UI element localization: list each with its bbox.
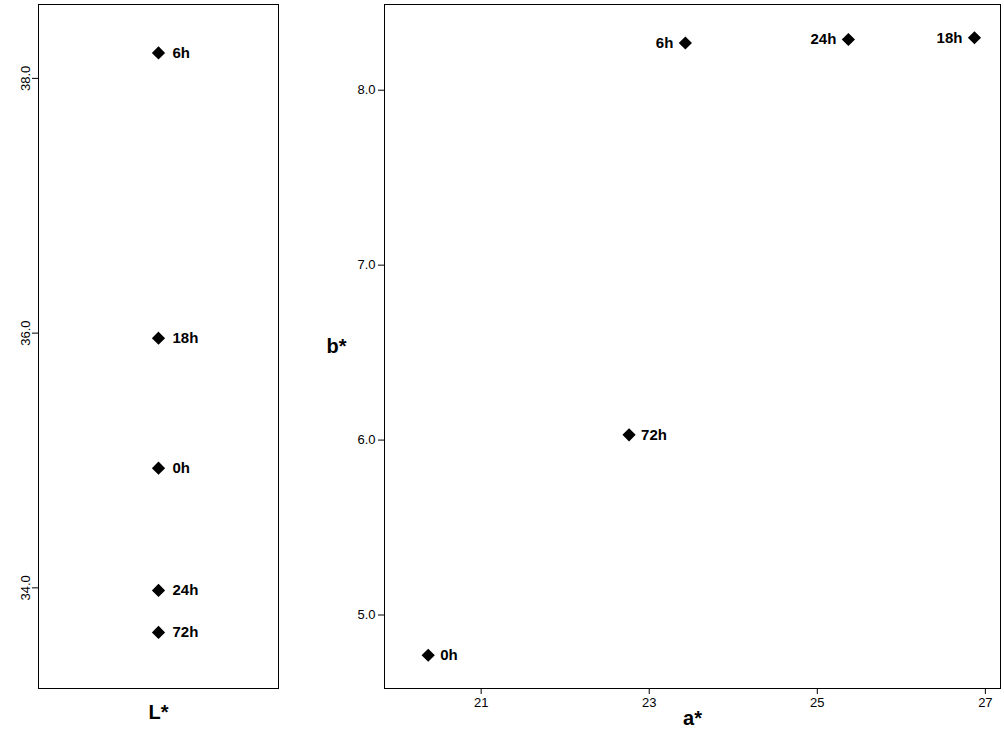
svg-text:6.0: 6.0: [357, 432, 375, 447]
svg-text:a*: a*: [683, 707, 702, 729]
svg-text:6h: 6h: [656, 34, 674, 51]
svg-text:24h: 24h: [173, 581, 199, 598]
svg-text:18h: 18h: [937, 29, 963, 46]
svg-text:8.0: 8.0: [357, 82, 375, 97]
svg-text:24h: 24h: [811, 30, 837, 47]
svg-text:7.0: 7.0: [357, 257, 375, 272]
svg-text:72h: 72h: [173, 623, 199, 640]
svg-text:34.0: 34.0: [18, 575, 33, 600]
svg-text:b*: b*: [327, 335, 347, 357]
svg-text:38.0: 38.0: [18, 66, 33, 91]
svg-text:21: 21: [474, 695, 488, 710]
svg-text:72h: 72h: [641, 426, 667, 443]
svg-text:0h: 0h: [173, 459, 191, 476]
svg-text:27: 27: [978, 695, 992, 710]
svg-text:18h: 18h: [173, 329, 199, 346]
svg-text:36.0: 36.0: [18, 320, 33, 345]
svg-text:0h: 0h: [440, 646, 458, 663]
svg-text:25: 25: [810, 695, 824, 710]
svg-text:L*: L*: [149, 701, 169, 723]
svg-text:6h: 6h: [173, 44, 191, 61]
svg-text:23: 23: [642, 695, 656, 710]
svg-text:5.0: 5.0: [357, 607, 375, 622]
